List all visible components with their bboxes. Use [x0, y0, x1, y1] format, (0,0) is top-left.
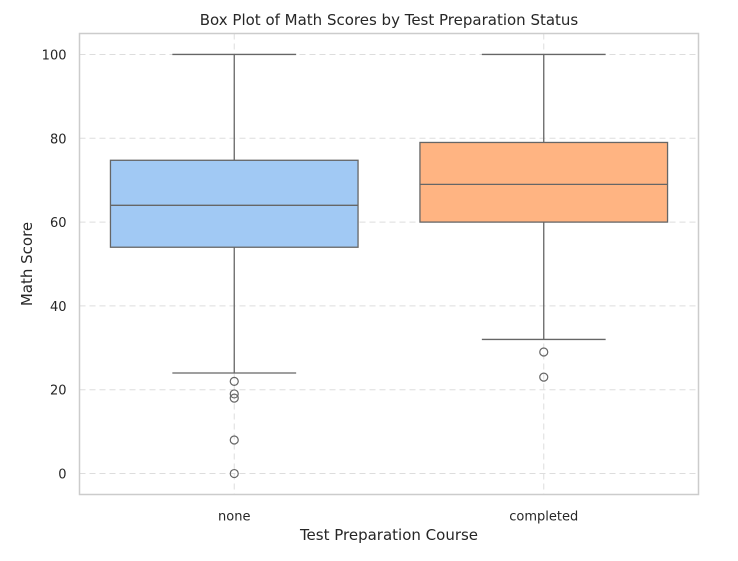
outlier-point [229, 376, 239, 386]
box-completed [419, 53, 669, 382]
outlier-point [229, 393, 239, 403]
outlier-point [229, 389, 239, 399]
outlier-point [539, 347, 549, 357]
y-tick-label: 80 [50, 132, 67, 147]
y-tick-label: 0 [58, 468, 66, 483]
boxes-layer [109, 53, 669, 479]
x-axis-label: Test Preparation Course [299, 526, 478, 544]
iqr-box [419, 141, 669, 223]
chart-title: Box Plot of Math Scores by Test Preparat… [200, 11, 579, 29]
box-none [109, 53, 359, 479]
outlier-point [229, 468, 239, 479]
plot-frame [78, 32, 700, 496]
y-axis-label: Math Score [18, 222, 36, 306]
y-tick-label: 60 [50, 216, 67, 231]
y-tick-label: 40 [50, 300, 67, 315]
x-tick-label: none [218, 510, 250, 525]
outlier-point [229, 435, 239, 445]
grid-lines [79, 33, 699, 495]
iqr-box [109, 159, 359, 248]
y-tick-label: 20 [50, 384, 67, 399]
tick-labels-layer: 0 20 40 60 80 100 none completed [42, 48, 579, 524]
x-tick-label: completed [509, 510, 578, 525]
outlier-point [539, 372, 549, 382]
y-tick-label: 100 [42, 48, 67, 63]
